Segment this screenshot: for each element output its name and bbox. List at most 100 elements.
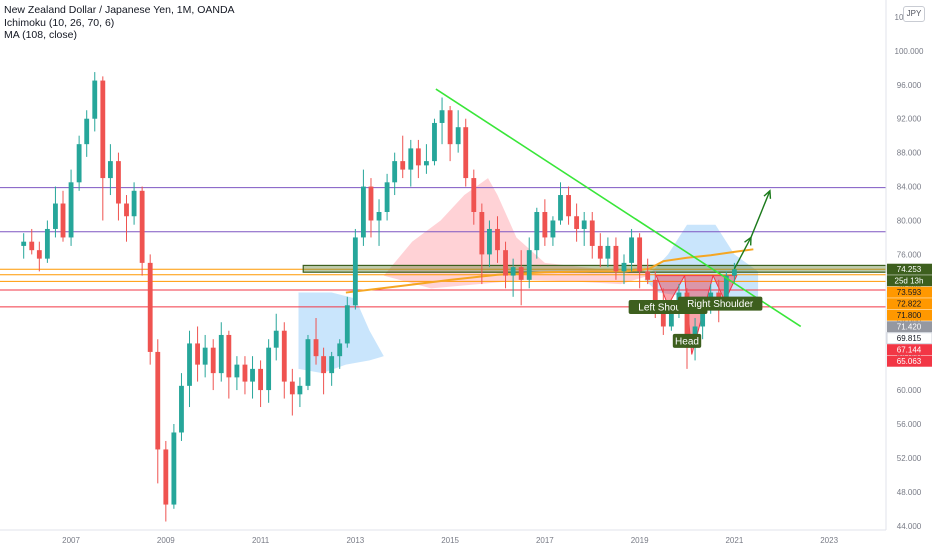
candle — [629, 228, 634, 272]
x-tick-label: 2009 — [157, 536, 175, 545]
y-tick-label: 52.000 — [897, 454, 922, 463]
price-label: 67.144 — [887, 344, 932, 356]
candle-body — [376, 212, 382, 221]
candle-body — [202, 347, 208, 365]
pattern-label-box — [677, 296, 763, 311]
candle-body — [163, 449, 169, 505]
candle-body — [234, 364, 240, 378]
candle — [392, 152, 398, 196]
candle-body — [652, 279, 658, 306]
candle — [116, 152, 121, 221]
candle — [503, 241, 508, 289]
ichimoku-cloud-pink — [383, 178, 650, 289]
x-tick-label: 2011 — [252, 536, 270, 545]
y-tick-label: 84.000 — [897, 183, 922, 192]
candle — [131, 182, 137, 225]
candle — [187, 330, 192, 408]
candle-body — [344, 305, 350, 344]
candle — [124, 195, 129, 242]
candle-body — [289, 381, 295, 395]
candle — [368, 178, 374, 238]
candle — [360, 169, 366, 246]
legend-ichimoku[interactable]: Ichimoku (10, 26, 70, 6) — [4, 16, 115, 29]
candle-body — [313, 339, 319, 357]
candle-body — [258, 368, 264, 391]
pattern-label: Right Shoulder — [677, 296, 763, 311]
candle-body — [92, 80, 98, 119]
y-tick-label: 88.000 — [897, 149, 922, 158]
candle-body — [352, 237, 358, 306]
candle-body — [60, 203, 66, 238]
candle — [195, 326, 200, 382]
price-label: 25d 13h — [887, 275, 932, 287]
price-label-box — [886, 332, 932, 345]
price-label: 65.063 — [887, 355, 932, 367]
candle-body — [242, 364, 248, 382]
candle-body — [574, 216, 580, 229]
x-tick-label: 2021 — [725, 536, 743, 545]
price-label-box — [887, 286, 932, 298]
candle — [589, 212, 595, 259]
candle-body — [124, 203, 129, 217]
price-label-box — [887, 263, 932, 275]
candle-body — [629, 237, 634, 263]
candle-body — [266, 347, 272, 391]
candle — [352, 228, 358, 310]
candle — [281, 322, 287, 399]
candle — [60, 190, 66, 242]
candle — [558, 182, 563, 225]
ichimoku-cloud-blue-left — [298, 292, 384, 374]
candle-body — [360, 186, 366, 238]
candle-body — [589, 220, 595, 246]
candle — [313, 318, 319, 365]
candle — [471, 169, 477, 225]
candle — [226, 330, 232, 399]
price-label-box — [887, 309, 932, 321]
candle — [384, 173, 390, 221]
y-tick-label: 100.000 — [895, 47, 924, 56]
x-tick-label: 2015 — [441, 536, 459, 545]
candle — [266, 339, 272, 403]
x-tick-label: 2023 — [820, 536, 838, 545]
candle-body — [408, 148, 414, 170]
candle — [321, 347, 327, 395]
candle — [432, 118, 437, 166]
candle-body — [131, 190, 137, 217]
currency-button[interactable]: JPY — [903, 6, 925, 22]
candle-body — [605, 245, 611, 259]
legend-title: New Zealand Dollar / Japanese Yen, 1M, O… — [4, 4, 235, 16]
y-tick-label: 44.000 — [897, 522, 922, 531]
candle-body — [337, 343, 343, 357]
candle — [376, 199, 382, 246]
trendline — [435, 88, 802, 328]
y-tick-label: 60.000 — [897, 386, 922, 395]
candle — [171, 424, 177, 509]
candle-body — [471, 178, 477, 212]
candle-body — [155, 351, 161, 450]
candle — [526, 237, 532, 289]
price-label-text: 74.253 — [897, 265, 922, 274]
candle-body — [329, 356, 335, 374]
y-tick-label: 48.000 — [897, 488, 922, 497]
projection-arrow-0 — [733, 237, 752, 270]
candle — [305, 334, 311, 391]
candle-body — [495, 228, 500, 251]
candle — [518, 250, 524, 306]
y-tick-label: 96.000 — [897, 81, 922, 90]
candle — [242, 356, 248, 395]
candle — [100, 76, 106, 221]
candle — [447, 106, 453, 162]
candle-body — [463, 127, 469, 179]
candle-body — [510, 267, 516, 276]
candle-body — [684, 292, 690, 348]
legend: New Zealand Dollar / Japanese Yen, 1M, O… — [4, 4, 235, 42]
candle — [36, 241, 42, 272]
candle-body — [558, 195, 563, 221]
legend-ma[interactable]: MA (108, close) — [4, 29, 77, 41]
candle-body — [700, 309, 706, 327]
candle-body — [44, 228, 50, 259]
candle — [155, 339, 161, 484]
candle-body — [226, 334, 232, 378]
